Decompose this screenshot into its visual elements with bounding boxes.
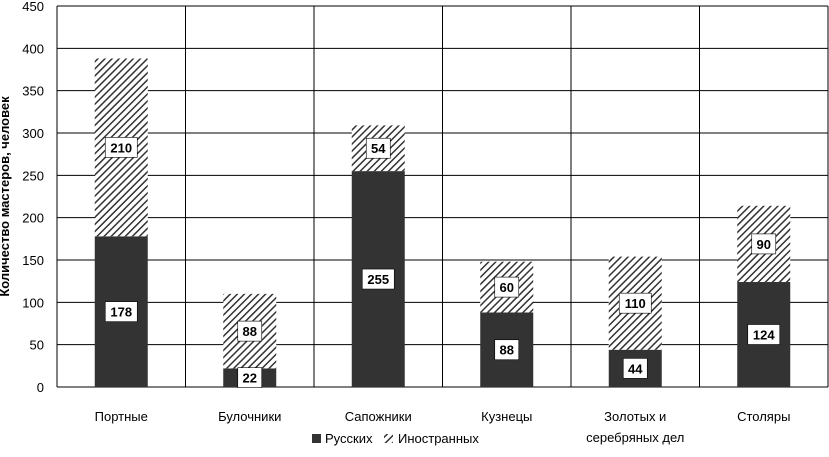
data-label: 110 <box>625 296 646 311</box>
data-label: 44 <box>628 361 643 376</box>
y-tick-label: 300 <box>22 126 44 141</box>
x-tick-label: серебряных дел <box>586 430 684 445</box>
data-label: 178 <box>110 305 132 320</box>
y-tick-label: 400 <box>22 41 44 56</box>
y-tick-label: 100 <box>22 295 44 310</box>
axes: 0 50 100 150 200 250 300 350 400 450 Портные Булочн… <box>0 0 790 445</box>
data-label: 60 <box>500 280 514 295</box>
y-tick-label: 0 <box>37 380 44 395</box>
x-tick-label: Сапожники <box>345 409 412 424</box>
data-label-box <box>237 367 263 388</box>
y-tick-label: 350 <box>22 84 44 99</box>
data-label: 88 <box>500 343 514 358</box>
data-label-box <box>747 324 781 345</box>
data-label-box <box>494 276 520 298</box>
data-label-box <box>365 137 391 159</box>
y-tick-label: 150 <box>22 253 44 268</box>
legend-label: Русских <box>325 431 373 446</box>
x-tick-label: Столяры <box>737 409 790 424</box>
y-axis-title: Количество мастеров, человек <box>0 96 12 297</box>
data-label-box <box>104 137 138 158</box>
data-label-box <box>237 320 263 342</box>
data-label-box <box>494 339 520 361</box>
y-tick-label: 450 <box>22 0 44 14</box>
data-label-box <box>751 233 777 255</box>
data-label-box <box>618 292 652 314</box>
y-tick-label: 200 <box>22 211 44 226</box>
data-label: 124 <box>753 328 775 343</box>
grid <box>56 5 829 388</box>
bars <box>94 58 791 387</box>
data-label-box <box>622 358 648 379</box>
data-label: 210 <box>110 140 132 155</box>
data-label: 54 <box>371 141 386 156</box>
x-tick-label: Золотых и <box>604 409 666 424</box>
legend-swatch-foreign <box>384 434 393 443</box>
x-tick-label: Портные <box>95 409 148 424</box>
data-labels: 178 210 22 88 255 54 88 60 44 110 124 90 <box>104 137 781 388</box>
data-label-box <box>104 301 138 322</box>
legend-swatch-russian <box>312 434 321 443</box>
legend: Русских Иностранных <box>312 431 479 446</box>
data-label: 90 <box>757 237 771 252</box>
data-label-box <box>361 268 395 290</box>
x-tick-label: Булочники <box>218 409 281 424</box>
legend-label: Иностранных <box>398 431 479 446</box>
data-label: 255 <box>367 272 389 287</box>
x-tick-label: Кузнецы <box>481 409 532 424</box>
data-label: 22 <box>243 371 257 386</box>
y-tick-label: 50 <box>30 338 44 353</box>
y-tick-label: 250 <box>22 168 44 183</box>
data-label: 88 <box>243 324 257 339</box>
